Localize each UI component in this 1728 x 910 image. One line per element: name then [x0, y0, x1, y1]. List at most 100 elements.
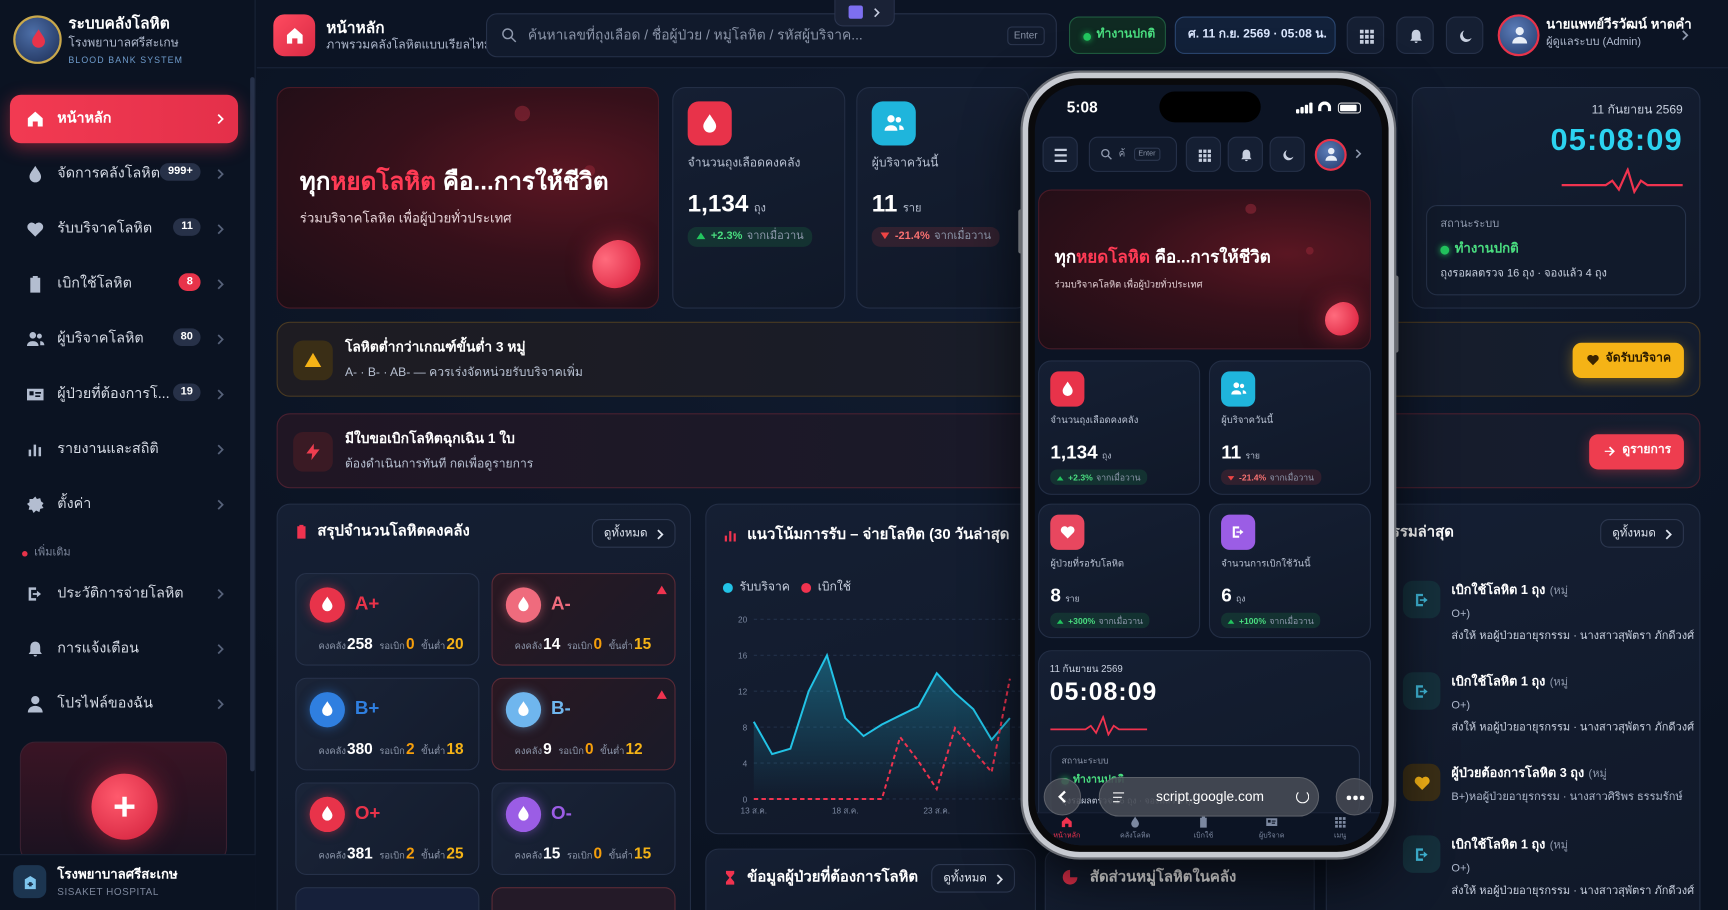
browser-url-bar[interactable]: script.google.com	[1098, 776, 1320, 817]
icon	[1335, 817, 1346, 828]
avatar[interactable]	[1314, 138, 1347, 171]
pending-label: รอเบิก	[379, 849, 405, 861]
stat-card: ผู้บริจาควันนี้ 11 ราย -21.4% จากเมื่อวาน	[1208, 360, 1371, 495]
url-menu-line	[1113, 792, 1125, 794]
stock-value: 381	[347, 844, 373, 862]
nav-label[interactable]: เมนู	[1334, 832, 1347, 840]
y-tick-label: 16	[738, 652, 748, 661]
menu-item[interactable]: รับบริจาคโลหิต 11	[10, 205, 238, 253]
x-tick-label: 18 ส.ค.	[832, 806, 859, 815]
view-all-button[interactable]: ดูทั้งหมด	[931, 863, 1015, 893]
stat-card: ผู้บริจาควันนี้ 11 ราย -21.4% จากเมื่อวาน	[856, 87, 1030, 309]
menu-item[interactable]: โปรไฟล์ของฉัน	[10, 680, 238, 728]
header-button[interactable]	[1445, 16, 1484, 54]
stat-unit: ราย	[1245, 450, 1260, 461]
hero-title: ทุกหยดโลหิต คือ...การให้ชีวิต	[1055, 248, 1271, 268]
add-button[interactable]	[91, 773, 158, 840]
window-tab[interactable]	[834, 0, 895, 27]
phone-search[interactable]: ค้ Enter	[1088, 136, 1177, 172]
nav-label[interactable]: คลังโลหิต	[1119, 832, 1151, 840]
menu-button[interactable]	[1042, 136, 1078, 172]
icon-shape	[29, 165, 42, 183]
nav-label[interactable]: เบิกใช้	[1193, 832, 1214, 840]
chevron-line	[217, 113, 224, 125]
activity-tag: (หมู่	[1549, 585, 1568, 598]
menu-item[interactable]: ผู้บริจาคโลหิต 80	[10, 315, 238, 363]
url-menu-line	[1113, 796, 1122, 799]
card-title: รรมล่าสุด	[1391, 523, 1454, 540]
nav-label[interactable]: ผู้บริจาค	[1258, 832, 1285, 840]
browser-more[interactable]	[1335, 778, 1374, 816]
chevron	[1355, 149, 1362, 159]
stat-change: +2.3% จากเมื่อวาน	[687, 227, 813, 247]
view-all-button[interactable]: ดูทั้งหมด	[591, 519, 676, 548]
stat-value-row: 11 ราย	[872, 190, 922, 219]
legend-label: เบิกใช้	[817, 580, 852, 594]
stat-value-row: 6 ถุง	[1221, 584, 1245, 607]
icon-tile	[871, 101, 916, 146]
stock-value: 15	[543, 844, 561, 862]
search-box[interactable]: ค้นหาเลขที่ถุงเลือด / ชื่อผู้ป่วย / หมู่…	[485, 13, 1057, 58]
blood-group-card: A- คงคลัง14 รอเบิก0 ขั้นต่ำ15	[491, 573, 676, 666]
min-label: ขั้นต่ำ	[608, 849, 633, 861]
icon	[1359, 29, 1374, 44]
min-label: ขั้นต่ำ	[421, 849, 446, 861]
menu-item[interactable]: ตั้งค่า	[10, 480, 238, 528]
icon	[1266, 818, 1278, 826]
menu-item[interactable]: ประวัติการจ่ายโลหิต	[10, 570, 238, 618]
menu-label: ตั้งค่า	[57, 494, 92, 512]
icon-shape	[518, 596, 529, 612]
change-arrow	[1228, 475, 1235, 480]
change-value: -21.4%	[894, 230, 930, 243]
icon-shape	[656, 690, 667, 699]
header-button[interactable]	[1346, 16, 1385, 54]
alert-button[interactable]: จัดรับบริจาค	[1572, 342, 1684, 378]
pending-label: รอเบิก	[558, 744, 584, 756]
header-button[interactable]	[1185, 136, 1222, 172]
icon	[1512, 26, 1528, 44]
min-label: ขั้นต่ำ	[421, 744, 446, 756]
activity-detail: ส่งให้ หอผู้ป่วยอายุรกรรม · นางสาวสุพัตร…	[1451, 630, 1695, 643]
menu-item[interactable]: ผู้ป่วยที่ต้องการโ... 19	[10, 370, 238, 418]
chevron	[217, 279, 224, 290]
header-button[interactable]	[1269, 136, 1305, 172]
icon-shape	[1062, 869, 1078, 885]
icon-shape	[114, 796, 135, 817]
blood-drop	[309, 692, 345, 728]
header-button[interactable]	[1396, 16, 1434, 54]
icon	[24, 875, 36, 889]
icon	[1241, 149, 1252, 162]
nav-label[interactable]: หน้าหลัก	[1053, 832, 1081, 840]
user-role: ผู้ดูแลระบบ (Admin)	[1546, 36, 1642, 49]
browser-back[interactable]	[1043, 778, 1082, 816]
avatar[interactable]	[1497, 14, 1540, 57]
stat-value-row: 1,134 ถุง	[1050, 441, 1111, 464]
menu-line	[1054, 154, 1067, 157]
change-arrow	[696, 232, 706, 240]
menu-item[interactable]: รายงานและสถิติ	[10, 425, 238, 473]
chevron	[1682, 30, 1689, 41]
min-value: 18	[446, 739, 464, 758]
footer-subtitle: SISAKET HOSPITAL	[57, 886, 159, 898]
chevron-line	[657, 529, 664, 540]
datetime-text: ศ. 11 ก.ย. 2569 · 05:08 น.	[1187, 27, 1327, 41]
menu-item[interactable]: เบิกใช้โลหิต 8	[10, 260, 238, 308]
activity-text: เบิกใช้โลหิต 1 ถุง	[1451, 675, 1546, 689]
stat-unit: ราย	[1065, 593, 1080, 604]
menu-item[interactable]: การแจ้งเตือน	[10, 625, 238, 673]
header-button[interactable]	[1227, 136, 1263, 172]
chevron-line	[217, 499, 224, 510]
menu-item[interactable]: จัดการคลังโลหิต 999+	[10, 150, 238, 198]
alert-button[interactable]: ดูรายการ	[1589, 434, 1684, 470]
view-all-button[interactable]: ดูทั้งหมด	[1600, 519, 1684, 548]
pending-label: รอเบิก	[566, 640, 593, 652]
icon	[28, 641, 42, 657]
icon-shape	[1410, 29, 1422, 43]
chevron	[657, 529, 664, 540]
blood-drop	[309, 587, 345, 623]
low-stock-icon	[656, 690, 667, 699]
menu-item[interactable]: หน้าหลัก	[9, 94, 239, 144]
icon	[29, 165, 42, 183]
icon	[26, 388, 44, 401]
pending-label: รอเบิก	[379, 744, 405, 756]
